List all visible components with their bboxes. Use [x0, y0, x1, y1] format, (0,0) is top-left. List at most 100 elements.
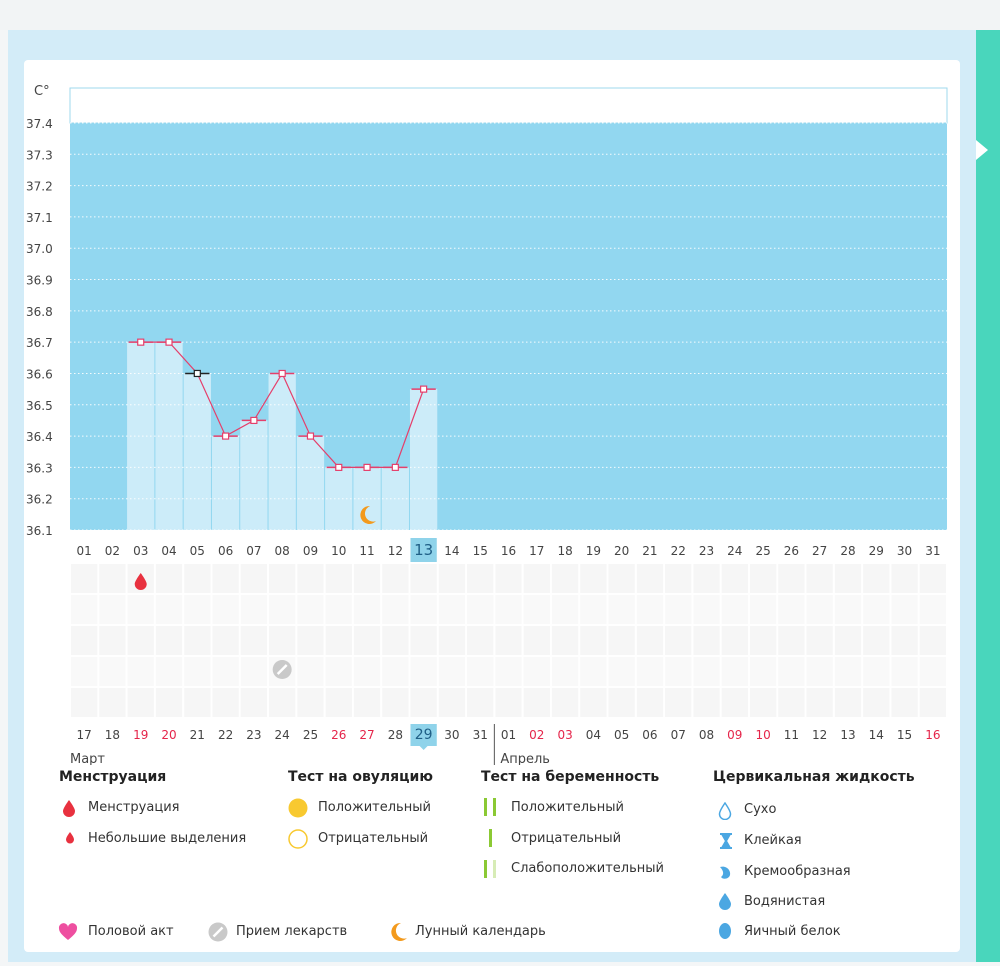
legend-title-menstruation: Менструация: [59, 769, 167, 785]
symptom-cell: [863, 657, 890, 686]
symptom-cell: [636, 564, 664, 593]
temperature-point: [250, 416, 258, 425]
small-blood-drop-icon: [66, 832, 74, 844]
symptom-cell: [325, 626, 352, 655]
symptom-cell: [834, 595, 862, 624]
legend-item-pregnancy-weak: Слабоположительный: [511, 861, 664, 876]
watery-drop-icon: [719, 893, 731, 910]
calendar-date-label: 11: [784, 728, 799, 742]
temperature-column: [211, 436, 240, 530]
current-date-highlight: [410, 724, 437, 746]
calendar-date-label: 23: [246, 728, 261, 742]
heart-icon: [58, 923, 78, 940]
calendar-date-label: 18: [105, 728, 120, 742]
calendar-date-label: 12: [812, 728, 827, 742]
cycle-day-label: 29: [869, 544, 884, 558]
plot-top-frame: [69, 87, 948, 124]
legend-item-pregnancy-positive: Положительный: [511, 800, 624, 815]
cycle-day-label: 22: [671, 544, 686, 558]
pregnancy-weak-positive-icon: [484, 860, 496, 878]
symptom-cell: [721, 595, 748, 624]
symptom-cell: [806, 564, 833, 593]
symptom-cell: [891, 688, 918, 717]
cycle-day-label: 11: [359, 544, 374, 558]
legend-item-egg-white: Яичный белок: [744, 924, 841, 939]
y-tick-label: 36.7: [26, 336, 53, 350]
symptom-cell: [212, 657, 239, 686]
symptom-cell: [665, 657, 692, 686]
cycle-day-label: 21: [642, 544, 657, 558]
symptom-cell: [184, 688, 211, 717]
month-label-march: Март: [70, 752, 105, 765]
symptom-cell: [806, 688, 833, 717]
symptom-cell: [353, 657, 381, 686]
symptom-cell: [382, 595, 409, 624]
temperature-column: [409, 389, 438, 530]
symptom-cell: [834, 564, 862, 593]
calendar-date-label: 31: [473, 728, 488, 742]
symptom-cell: [495, 564, 522, 593]
legend-item-creamy: Кремообразная: [744, 864, 851, 879]
cycle-day-label: 05: [190, 544, 205, 558]
moon-icon: [360, 505, 377, 524]
symptom-cell: [269, 564, 296, 593]
cycle-day-label: 18: [557, 544, 572, 558]
symptom-cell: [891, 564, 918, 593]
symptom-cell: [551, 688, 579, 717]
calendar-date-label: 22: [218, 728, 233, 742]
legend-item-lunar: Лунный календарь: [415, 924, 546, 939]
cycle-day-label: 24: [727, 544, 742, 558]
top-bar: [0, 0, 1000, 30]
symptom-cell: [749, 564, 777, 593]
symptom-cell: [71, 626, 98, 655]
chart-card: 37.4 37.3 37.2 37.1 37.0 36.9 36.8 36.7 36.6 36.5…: [24, 60, 960, 952]
creamy-icon: [720, 866, 731, 879]
temperature-point: [363, 463, 371, 471]
symptom-cell: [438, 688, 466, 717]
cycle-day-label: 10: [331, 544, 346, 558]
symptom-cell: [127, 657, 154, 686]
symptom-cell: [608, 595, 635, 624]
symptom-cell: [665, 688, 692, 717]
legend-item-medication: Прием лекарств: [236, 924, 348, 939]
legend-item-ovulation-positive: Положительный: [318, 800, 431, 815]
symptom-cell: [891, 595, 918, 624]
ovulation-positive-icon: [288, 798, 308, 818]
symptom-cell: [99, 595, 126, 624]
y-tick-label: 37.1: [26, 211, 53, 225]
calendar-date-label: 04: [586, 728, 601, 742]
symptom-cell: [325, 688, 352, 717]
symptom-cell: [99, 564, 126, 593]
cycle-day-label: 12: [388, 544, 403, 558]
calendar-date-label: 14: [869, 728, 884, 742]
symptom-cell: [608, 688, 635, 717]
temperature-point: [193, 369, 201, 378]
side-panel-toggle[interactable]: [976, 30, 1000, 962]
cycle-day-label: 17: [529, 544, 544, 558]
cycle-day-label: 13: [414, 541, 433, 559]
calendar-date-label: 26: [331, 728, 346, 742]
symptom-cell: [240, 564, 268, 593]
symptom-cell: [551, 657, 579, 686]
symptom-cell: [495, 657, 522, 686]
cycle-day-label: 23: [699, 544, 714, 558]
symptom-cell: [834, 626, 862, 655]
bbt-chart: 37.4 37.3 37.2 37.1 37.0 36.9 36.8 36.7 36.6 36.5…: [26, 84, 948, 765]
symptom-cell: [212, 626, 239, 655]
symptom-cell: [665, 564, 692, 593]
symptom-cell: [467, 657, 494, 686]
calendar-date-label: 10: [755, 728, 770, 742]
symptom-cell: [467, 688, 494, 717]
temperature-column: [183, 373, 211, 530]
symptom-cell: [665, 595, 692, 624]
symptom-cell: [636, 688, 664, 717]
pregnancy-positive-icon: [484, 798, 496, 816]
calendar-date-label: 17: [77, 728, 92, 742]
chevron-right-icon[interactable]: [976, 140, 988, 160]
calendar-date-label: 09: [727, 728, 742, 742]
symptom-cell: [495, 688, 522, 717]
symptom-cell: [325, 595, 352, 624]
symptom-cell: [410, 564, 437, 593]
y-axis-unit-label: C°: [34, 84, 50, 99]
symptom-cell: [778, 564, 805, 593]
